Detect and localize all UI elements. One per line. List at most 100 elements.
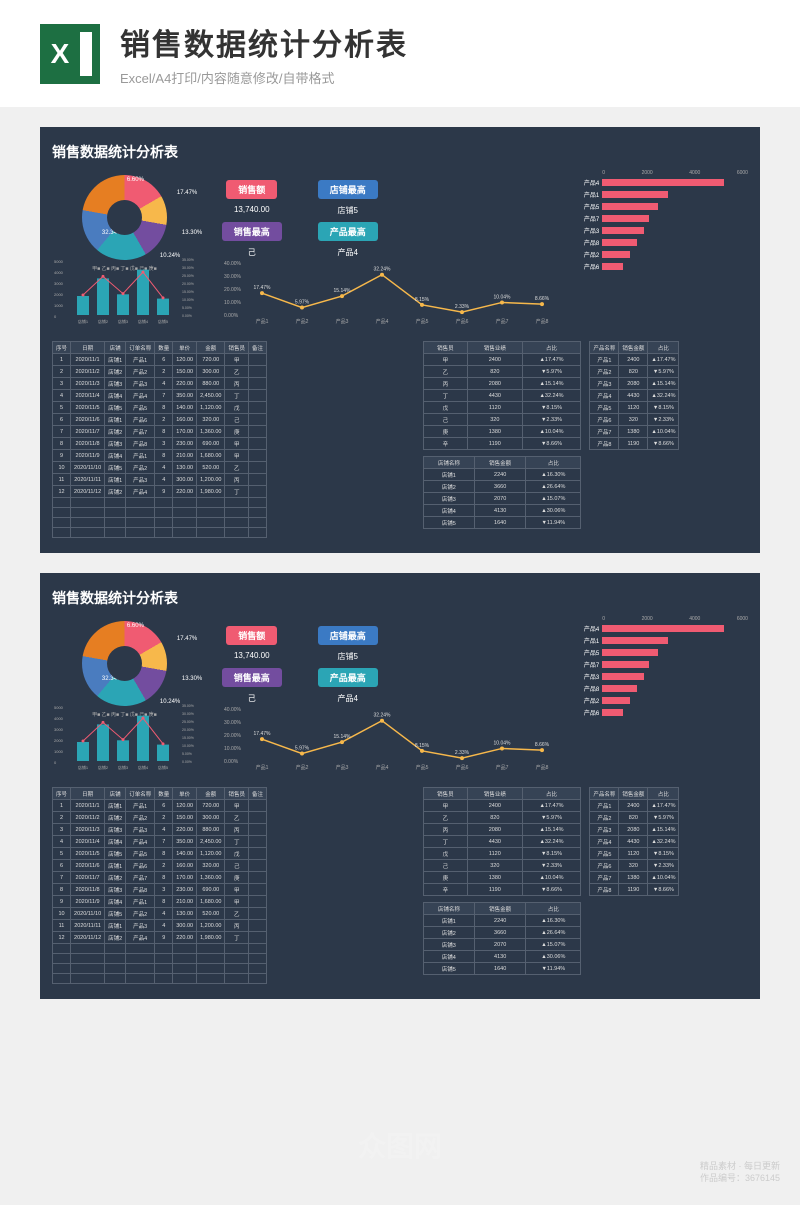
table-row: 22020/11/2店铺2产品22150.00300.00乙: [53, 366, 267, 378]
svg-text:产品8: 产品8: [536, 764, 549, 771]
hbar-row: 产品7: [574, 212, 748, 224]
svg-text:产品4: 产品4: [376, 764, 389, 771]
table-row: 122020/11/12店铺2产品49220.001,980.00丁: [53, 932, 267, 944]
kpi-card: 销售额 13,740.00: [207, 626, 297, 662]
table-row: 丙2080▲15.14%: [423, 378, 581, 390]
svg-text:32.24%: 32.24%: [374, 713, 392, 719]
table-row: 102020/11/10店铺5产品24130.00520.00乙: [53, 462, 267, 474]
summary-table: 销售员销售业绩占比甲2400▲17.47%乙820▼5.97%丙2080▲15.…: [423, 787, 582, 896]
table-row: 112020/11/11店铺1产品34300.001,200.00丙: [53, 920, 267, 932]
line-chart: 40.00%30.00%20.00%10.00%0.00%17.47%产品15.…: [222, 255, 582, 335]
table-row: 戊1120▼8.15%: [423, 402, 581, 414]
excel-icon: [40, 24, 100, 84]
table-row: 产品6320▼2.33%: [590, 414, 679, 426]
svg-text:产品3: 产品3: [336, 764, 349, 771]
table-row: 42020/11/4店铺4产品47350.002,450.00丁: [53, 390, 267, 402]
svg-text:8.15%: 8.15%: [415, 297, 430, 303]
svg-text:产品2: 产品2: [296, 764, 309, 771]
table-row: 92020/11/9店铺4产品18210.001,680.00甲: [53, 450, 267, 462]
table-row: 丙2080▲15.14%: [423, 824, 581, 836]
svg-text:30.00%: 30.00%: [224, 720, 242, 726]
table-row: 店铺32070▲15.07%: [423, 493, 581, 505]
svg-text:15.14%: 15.14%: [334, 734, 352, 740]
svg-text:0.00%: 0.00%: [182, 760, 192, 764]
table-row: 62020/11/6店铺1产品62160.00320.00己: [53, 414, 267, 426]
svg-text:产品7: 产品7: [496, 318, 509, 325]
svg-text:15.14%: 15.14%: [334, 288, 352, 294]
svg-text:产品2: 产品2: [296, 318, 309, 325]
table-row: 店铺32070▲15.07%: [423, 939, 581, 951]
svg-text:5.97%: 5.97%: [295, 746, 310, 752]
svg-text:店铺3: 店铺3: [118, 764, 129, 770]
page-title: 销售数据统计分析表: [120, 20, 408, 64]
table-row: 店铺12240▲16.30%: [423, 469, 581, 481]
table-row: 戊1120▼8.15%: [423, 848, 581, 860]
table-row: 产品71380▲10.04%: [590, 426, 679, 438]
product-table: 产品名称销售金额占比产品12400▲17.47%产品2820▼5.97%产品32…: [589, 341, 679, 450]
svg-text:8.15%: 8.15%: [415, 743, 430, 749]
svg-text:0.00%: 0.00%: [224, 313, 239, 319]
page-header: 销售数据统计分析表 Excel/A4打印/内容随意修改/自带格式: [0, 0, 800, 107]
table-row: 产品12400▲17.47%: [590, 800, 679, 812]
svg-text:25.00%: 25.00%: [182, 720, 194, 724]
table-row: 店铺51640▼11.94%: [423, 517, 581, 529]
table-row: 店铺51640▼11.94%: [423, 963, 581, 975]
svg-text:产品6: 产品6: [456, 318, 469, 325]
table-row: 产品44430▲32.24%: [590, 390, 679, 402]
hbar-row: 产品6: [574, 260, 748, 272]
kpi-card: 产品最高 产品4: [303, 668, 393, 704]
svg-text:店铺2: 店铺2: [98, 764, 109, 770]
table-row: 乙820▼5.97%: [423, 812, 581, 824]
svg-text:店铺3: 店铺3: [118, 318, 129, 324]
svg-text:2.33%: 2.33%: [455, 304, 470, 310]
table-row: 产品51120▼8.15%: [590, 848, 679, 860]
kpi-card: 销售最高 己: [207, 668, 297, 704]
kpi-card: 销售额 13,740.00: [207, 180, 297, 216]
table-row: 庚1380▲10.04%: [423, 872, 581, 884]
svg-text:4000: 4000: [54, 716, 64, 721]
table-row: 12020/11/1店铺1产品16120.00720.00甲: [53, 354, 267, 366]
hbar-chart: 0200040006000 产品4 产品1 产品5 产品7 产品3 产品8 产品…: [574, 616, 748, 746]
svg-text:店铺4: 店铺4: [138, 318, 149, 324]
table-row: 52020/11/5店铺5产品58140.001,120.00戊: [53, 402, 267, 414]
table-row: 己320▼2.33%: [423, 414, 581, 426]
bar-chart: 50004000300020001000035.00%30.00%25.00%2…: [52, 255, 202, 335]
table-row: 店铺23660▲26.64%: [423, 481, 581, 493]
dashboard: 销售数据统计分析表 32.34%6.60%17.47%13.30%10.24%甲…: [40, 127, 760, 553]
table-row: 店铺44130▲30.06%: [423, 505, 581, 517]
hbar-chart: 0200040006000 产品4 产品1 产品5 产品7 产品3 产品8 产品…: [574, 170, 748, 300]
svg-text:5.00%: 5.00%: [182, 752, 192, 756]
hbar-row: 产品2: [574, 248, 748, 260]
table-row: 店铺44130▲30.06%: [423, 951, 581, 963]
svg-text:20.00%: 20.00%: [224, 287, 242, 293]
svg-text:店铺4: 店铺4: [138, 764, 149, 770]
svg-text:店铺5: 店铺5: [158, 764, 169, 770]
kpi-card: 产品最高 产品4: [303, 222, 393, 258]
table-row: 辛1190▼8.66%: [423, 438, 581, 450]
svg-text:20.00%: 20.00%: [182, 728, 194, 732]
table-row: 产品32080▲15.14%: [590, 824, 679, 836]
hbar-row: 产品4: [574, 176, 748, 188]
hbar-row: 产品6: [574, 706, 748, 718]
table-row: 42020/11/4店铺4产品47350.002,450.00丁: [53, 836, 267, 848]
svg-text:10.04%: 10.04%: [494, 740, 512, 746]
svg-text:10.00%: 10.00%: [182, 298, 194, 302]
table-row: 产品51120▼8.15%: [590, 402, 679, 414]
svg-text:8.66%: 8.66%: [535, 296, 550, 302]
svg-text:2000: 2000: [54, 738, 64, 743]
svg-text:4000: 4000: [54, 270, 64, 275]
svg-text:32.24%: 32.24%: [374, 267, 392, 273]
table-row: 丁4430▲32.24%: [423, 390, 581, 402]
svg-text:0: 0: [54, 314, 57, 319]
svg-text:10.00%: 10.00%: [224, 300, 242, 306]
line-chart: 40.00%30.00%20.00%10.00%0.00%17.47%产品15.…: [222, 701, 582, 781]
table-row: 店铺12240▲16.30%: [423, 915, 581, 927]
svg-text:2000: 2000: [54, 292, 64, 297]
main-table: 序号日期店铺订单名称数量单价金额销售员备注12020/11/1店铺1产品1612…: [52, 341, 267, 538]
hbar-row: 产品3: [574, 224, 748, 236]
page-subtitle: Excel/A4打印/内容随意修改/自带格式: [120, 68, 408, 87]
kpi-card: 店铺最高 店铺5: [303, 180, 393, 216]
table-row: 产品2820▼5.97%: [590, 366, 679, 378]
kpi-card: 销售最高 己: [207, 222, 297, 258]
svg-text:3000: 3000: [54, 281, 64, 286]
